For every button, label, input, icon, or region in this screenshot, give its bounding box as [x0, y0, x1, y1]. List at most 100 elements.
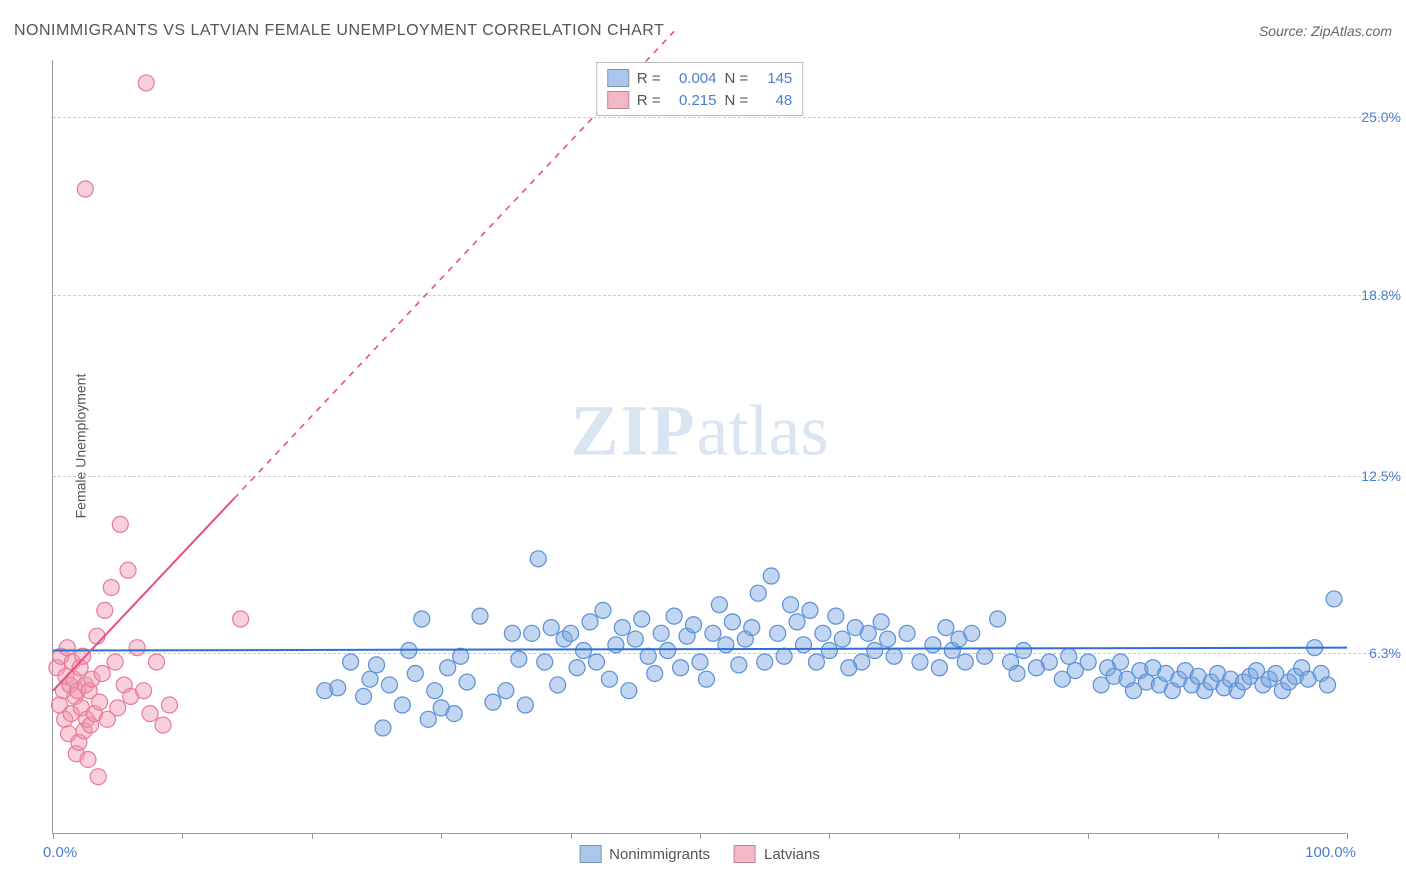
- y-tick-label: 6.3%: [1351, 645, 1401, 661]
- y-tick-label: 18.8%: [1351, 287, 1401, 303]
- point-latvian: [90, 769, 106, 785]
- point-nonimmigrant: [789, 614, 805, 630]
- point-nonimmigrant: [627, 631, 643, 647]
- point-nonimmigrant: [356, 688, 372, 704]
- point-nonimmigrant: [802, 602, 818, 618]
- point-nonimmigrant: [1080, 654, 1096, 670]
- point-nonimmigrant: [634, 611, 650, 627]
- n-value-a: 145: [756, 70, 792, 87]
- point-nonimmigrant: [1009, 665, 1025, 681]
- source-name: ZipAtlas.com: [1311, 23, 1392, 39]
- point-nonimmigrant: [369, 657, 385, 673]
- point-latvian: [110, 700, 126, 716]
- r-label-b: R =: [637, 92, 661, 109]
- trend-line-solid: [53, 648, 1347, 651]
- point-latvian: [138, 75, 154, 91]
- point-nonimmigrant: [705, 625, 721, 641]
- point-latvian: [89, 628, 105, 644]
- point-latvian: [97, 602, 113, 618]
- point-latvian: [120, 562, 136, 578]
- point-latvian: [103, 579, 119, 595]
- x-tick: [571, 833, 572, 839]
- point-nonimmigrant: [938, 620, 954, 636]
- point-latvian: [142, 706, 158, 722]
- point-nonimmigrant: [498, 683, 514, 699]
- point-nonimmigrant: [330, 680, 346, 696]
- point-nonimmigrant: [653, 625, 669, 641]
- bottom-legend: Nonimmigrants Latvians: [579, 845, 820, 863]
- point-nonimmigrant: [770, 625, 786, 641]
- point-nonimmigrant: [873, 614, 889, 630]
- n-label-b: N =: [725, 92, 749, 109]
- point-nonimmigrant: [860, 625, 876, 641]
- point-nonimmigrant: [731, 657, 747, 673]
- legend-label-nonimmigrants: Nonimmigrants: [609, 846, 710, 863]
- point-nonimmigrant: [925, 637, 941, 653]
- point-nonimmigrant: [821, 643, 837, 659]
- point-nonimmigrant: [601, 671, 617, 687]
- point-nonimmigrant: [724, 614, 740, 630]
- swatch-latvians-bottom: [734, 845, 756, 863]
- point-nonimmigrant: [783, 597, 799, 613]
- point-nonimmigrant: [698, 671, 714, 687]
- x-tick: [829, 833, 830, 839]
- point-nonimmigrant: [931, 660, 947, 676]
- point-nonimmigrant: [530, 551, 546, 567]
- point-nonimmigrant: [524, 625, 540, 641]
- point-nonimmigrant: [517, 697, 533, 713]
- point-latvian: [129, 640, 145, 656]
- point-nonimmigrant: [880, 631, 896, 647]
- point-latvian: [80, 751, 96, 767]
- point-nonimmigrant: [569, 660, 585, 676]
- point-nonimmigrant: [550, 677, 566, 693]
- point-nonimmigrant: [485, 694, 501, 710]
- point-latvian: [92, 694, 108, 710]
- point-latvian: [136, 683, 152, 699]
- r-value-b: 0.215: [669, 92, 717, 109]
- point-nonimmigrant: [582, 614, 598, 630]
- point-nonimmigrant: [776, 648, 792, 664]
- point-nonimmigrant: [886, 648, 902, 664]
- point-nonimmigrant: [414, 611, 430, 627]
- point-latvian: [107, 654, 123, 670]
- x-tick: [1088, 833, 1089, 839]
- point-nonimmigrant: [588, 654, 604, 670]
- chart-title: NONIMMIGRANTS VS LATVIAN FEMALE UNEMPLOY…: [14, 22, 664, 40]
- point-latvian: [112, 516, 128, 532]
- point-nonimmigrant: [563, 625, 579, 641]
- legend-label-latvians: Latvians: [764, 846, 820, 863]
- point-nonimmigrant: [537, 654, 553, 670]
- legend-row-nonimmigrants: R = 0.004 N = 145: [607, 67, 793, 89]
- point-nonimmigrant: [834, 631, 850, 647]
- point-nonimmigrant: [912, 654, 928, 670]
- x-tick: [441, 833, 442, 839]
- legend-row-latvians: R = 0.215 N = 48: [607, 89, 793, 111]
- swatch-nonimmigrants-bottom: [579, 845, 601, 863]
- point-nonimmigrant: [815, 625, 831, 641]
- point-nonimmigrant: [828, 608, 844, 624]
- point-latvian: [233, 611, 249, 627]
- point-nonimmigrant: [977, 648, 993, 664]
- point-nonimmigrant: [472, 608, 488, 624]
- point-nonimmigrant: [440, 660, 456, 676]
- swatch-nonimmigrants: [607, 69, 629, 87]
- title-bar: NONIMMIGRANTS VS LATVIAN FEMALE UNEMPLOY…: [14, 22, 1392, 40]
- point-nonimmigrant: [899, 625, 915, 641]
- point-latvian: [94, 665, 110, 681]
- point-nonimmigrant: [692, 654, 708, 670]
- point-nonimmigrant: [718, 637, 734, 653]
- x-axis-max-label: 100.0%: [1305, 844, 1356, 861]
- point-nonimmigrant: [867, 643, 883, 659]
- point-nonimmigrant: [381, 677, 397, 693]
- point-latvian: [149, 654, 165, 670]
- point-nonimmigrant: [660, 643, 676, 659]
- n-label-a: N =: [725, 70, 749, 87]
- point-latvian: [155, 717, 171, 733]
- point-nonimmigrant: [427, 683, 443, 699]
- point-nonimmigrant: [744, 620, 760, 636]
- x-tick: [182, 833, 183, 839]
- point-nonimmigrant: [750, 585, 766, 601]
- point-nonimmigrant: [420, 711, 436, 727]
- point-nonimmigrant: [796, 637, 812, 653]
- n-value-b: 48: [756, 92, 792, 109]
